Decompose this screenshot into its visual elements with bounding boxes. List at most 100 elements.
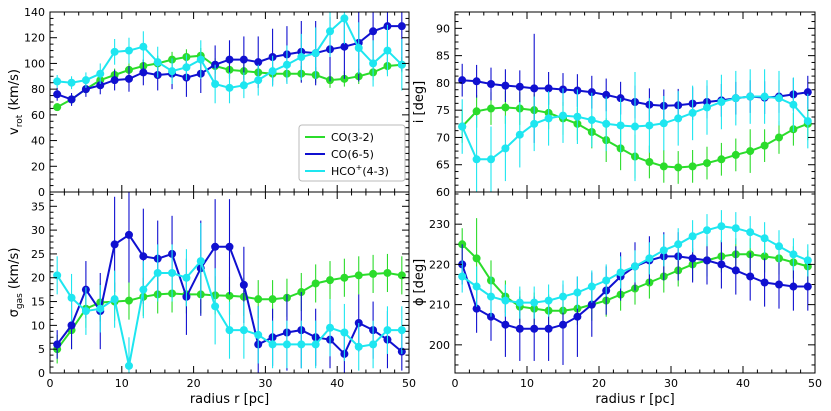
data-point (297, 53, 306, 61)
data-point (688, 108, 697, 117)
x-tick-label: 30 (258, 377, 272, 390)
data-point (254, 330, 263, 339)
data-point (789, 282, 798, 291)
data-point (587, 88, 596, 97)
data-point (139, 285, 148, 294)
axes-frame (454, 191, 816, 374)
legend-entry: CO(3-2) (305, 131, 374, 144)
y-tick-label: 210 (429, 299, 450, 312)
data-point (530, 324, 539, 333)
data-point (168, 67, 177, 76)
data-point (81, 307, 90, 316)
data-point (760, 92, 769, 101)
data-point (803, 88, 812, 97)
data-point (124, 230, 133, 239)
data-point (472, 77, 481, 86)
legend-entry: HCO+(4-3) (305, 163, 389, 178)
data-point (530, 298, 539, 307)
data-point (746, 147, 755, 156)
data-point (67, 321, 76, 330)
y-tick-label: 35 (31, 200, 45, 213)
data-point (211, 302, 220, 311)
x-tick-label: 20 (592, 377, 606, 390)
series-hco43 (458, 210, 812, 319)
data-point (297, 340, 306, 349)
data-point (110, 240, 119, 249)
data-point (383, 268, 392, 277)
data-point (760, 278, 769, 287)
data-point (587, 282, 596, 291)
x-ticks: 0 10 20 30 40 50 (452, 192, 822, 390)
data-point (616, 121, 625, 130)
data-point (487, 104, 495, 113)
data-point (458, 122, 467, 131)
data-point (472, 282, 481, 291)
data-point (544, 84, 553, 93)
y-tick-label: 230 (429, 218, 450, 231)
data-point (703, 103, 711, 112)
data-point (268, 67, 277, 76)
series-hco43 (53, 222, 406, 373)
y-ticks: 0 5 10 15 20 25 30 35 (31, 193, 409, 380)
data-point (369, 269, 378, 278)
data-point (354, 271, 363, 280)
data-point (659, 246, 668, 255)
x-tick-label: 20 (187, 377, 201, 390)
y-tick-label: 70 (436, 131, 450, 144)
data-point (282, 60, 291, 69)
x-axis-label: radius r [pc] (190, 392, 269, 407)
x-ticks (49, 12, 410, 192)
data-point (703, 226, 711, 235)
data-point (168, 268, 177, 277)
data-point (225, 83, 234, 92)
data-point (731, 150, 740, 159)
data-point (326, 276, 335, 285)
data-point (225, 242, 234, 251)
data-point (182, 273, 191, 282)
panel-phi: 0 10 20 30 40 50 radius r [pc] 200 210 220 230 ϕ [d… (412, 191, 822, 407)
data-point (124, 74, 133, 83)
data-point (559, 320, 567, 329)
data-point (573, 312, 582, 321)
data-point (96, 304, 105, 313)
data-point (239, 81, 248, 90)
data-point (458, 272, 467, 281)
data-point (803, 117, 812, 126)
data-point (282, 340, 291, 349)
data-point (472, 304, 481, 313)
y-tick-label: 20 (31, 272, 45, 285)
y-tick-label: 60 (436, 186, 450, 199)
data-point (96, 69, 105, 78)
y-tick-label: 120 (24, 32, 45, 45)
data-point (789, 100, 798, 109)
data-point (717, 222, 726, 231)
x-tick-label: 30 (664, 377, 678, 390)
data-point (397, 326, 406, 335)
data-point (515, 298, 524, 307)
x-tick-label: 50 (808, 377, 822, 390)
data-point (472, 254, 481, 263)
data-point (383, 326, 392, 335)
data-point (530, 119, 539, 128)
data-point (487, 155, 495, 164)
data-point (544, 114, 553, 123)
y-tick-label: 0 (38, 367, 45, 380)
data-point (225, 326, 234, 335)
legend-entry: CO(6-5) (305, 148, 374, 161)
data-point (559, 292, 567, 301)
data-point (645, 158, 654, 166)
data-point (311, 340, 320, 349)
data-point (369, 27, 378, 36)
y-tick-label: 90 (436, 22, 450, 35)
y-tick-label: 100 (24, 57, 45, 70)
data-point (717, 98, 726, 106)
data-point (659, 162, 668, 171)
data-point (760, 141, 769, 150)
y-tick-label: 85 (436, 50, 450, 63)
data-point (731, 94, 740, 103)
data-point (239, 55, 248, 64)
y-tick-label: 220 (429, 258, 450, 271)
panel-vrot: 0 20 40 60 80 100 120 140 vrot (km/s) CO(3-2) CO(6… (7, 6, 410, 199)
data-point (124, 46, 133, 55)
data-point (746, 228, 755, 237)
